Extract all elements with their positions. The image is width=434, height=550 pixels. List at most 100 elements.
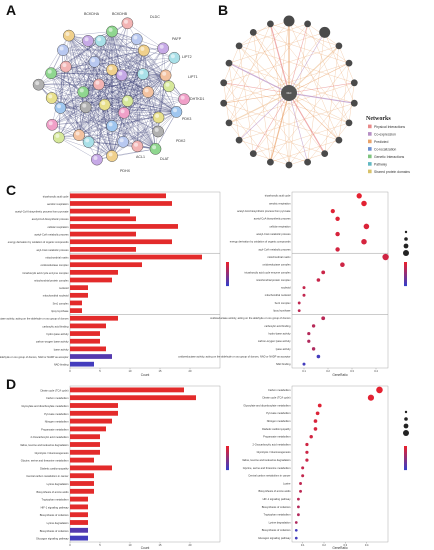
network-edge: [121, 75, 159, 118]
genemania-node: [267, 158, 274, 166]
bar-category-label: mitochondrial nucleoid: [43, 294, 69, 298]
network-edge: [51, 66, 66, 125]
network-edge: [68, 35, 99, 85]
network-node-ball: [91, 153, 103, 166]
network-node-ball: [60, 60, 72, 73]
dot: [311, 324, 316, 328]
bar-category-label: carboxylic acid binding: [42, 324, 69, 328]
network-node-ball: [163, 80, 175, 93]
genemania-edge: [288, 92, 308, 163]
network-edge: [38, 84, 156, 150]
network-node-highlight: [75, 131, 80, 136]
color-scale-segment: [226, 464, 229, 467]
network-edge: [51, 61, 95, 74]
dot-category-label: acetyl-CoA biosynthetic process from pyr…: [237, 209, 291, 213]
network-node-ball: [130, 33, 143, 45]
bar-category-label: energy derivation by oxidation of organi…: [8, 240, 69, 244]
network-edge: [78, 61, 95, 136]
bar-category-label: Glucagon signaling pathway: [36, 537, 69, 541]
genemania-edge: [288, 92, 340, 141]
x-tick-label: 5: [99, 369, 101, 373]
network-node-highlight: [162, 71, 167, 76]
dot-category-label: oxidoreductase complex: [263, 263, 292, 267]
network-node-highlight: [79, 88, 84, 93]
network-node: [118, 107, 130, 119]
network-edge: [85, 107, 113, 157]
network-edge: [51, 73, 99, 85]
bar: [70, 224, 178, 229]
network-node-highlight: [155, 113, 160, 118]
color-scale-segment: [226, 276, 229, 279]
bar: [70, 520, 88, 525]
network-edge: [60, 75, 166, 109]
dot-category-label: Central carbon metabolism in cancer: [248, 474, 290, 478]
network-edge: [104, 73, 144, 105]
bar-category-label: oxidoreductase activity, acting on the a…: [0, 355, 69, 359]
dot: [302, 293, 306, 297]
bar: [70, 193, 166, 199]
dot: [321, 270, 326, 275]
c-bar-chart: tricarboxylic acid cycle aerobic respirat…: [0, 193, 229, 373]
legend-label: Co-expression: [374, 133, 396, 137]
networks-legend: Physical Interactions Co-expression Predic…: [368, 124, 410, 174]
network-node-highlight: [108, 122, 113, 127]
network-node-ball: [106, 64, 118, 76]
dot: [309, 435, 313, 439]
network-edge: [100, 40, 113, 157]
network-edge: [68, 35, 84, 93]
x-tick-label: 20: [189, 369, 192, 373]
bar: [70, 488, 94, 494]
genemania-edge: [228, 92, 290, 124]
network-node-highlight: [119, 138, 124, 143]
network-node: [77, 86, 89, 98]
genemania-node: [220, 79, 228, 87]
dot: [330, 209, 335, 214]
dot: [317, 403, 322, 408]
bar: [70, 403, 118, 408]
panel-letter-c: C: [6, 182, 17, 198]
network-node-highlight: [108, 152, 113, 157]
network-edge: [51, 40, 101, 74]
bar-category-label: acyl-CoA metabolic process: [36, 248, 69, 252]
network-edge: [65, 66, 86, 108]
network-node-highlight: [108, 27, 113, 32]
genemania-nodes: [220, 15, 358, 169]
genemania-node: [283, 15, 295, 27]
network-edge: [78, 91, 149, 136]
network-node-highlight: [180, 95, 185, 100]
genemania-edge: [288, 92, 355, 104]
size-legend-dot: [403, 430, 409, 436]
dot: [361, 238, 367, 245]
dot-category-label: Nitrogen metabolism: [267, 419, 291, 423]
dot: [301, 466, 305, 470]
dot-category-label: lipoyl synthase: [273, 309, 291, 313]
network-node: [73, 129, 85, 141]
network-node: [106, 120, 118, 132]
network-node: [131, 140, 144, 153]
network-node-ball: [168, 52, 181, 64]
color-scale-segment: [226, 278, 229, 281]
dot: [382, 253, 389, 261]
bar-category-label: Lysine degradation: [47, 521, 69, 525]
dot-category-label: Biosynthesis of amino acids: [258, 489, 291, 493]
dot: [305, 450, 309, 454]
network-node: [142, 86, 154, 98]
network-edge: [51, 73, 144, 75]
bar: [70, 442, 100, 447]
network-node-ball: [54, 102, 67, 114]
dot-category-label: Lysine degradation: [269, 520, 291, 524]
genemania-node: [304, 158, 311, 166]
color-scale-segment: [226, 268, 229, 271]
network-node-ball: [106, 150, 118, 162]
genemania-node: [267, 20, 274, 28]
genemania-edge: [288, 45, 340, 94]
dot-category-label: oxidoreductase activity, acting on the a…: [178, 354, 290, 358]
bar-category-label: hydro-lyase activity: [46, 332, 69, 336]
color-scale-segment: [226, 456, 229, 459]
bar: [70, 496, 88, 502]
x-tick-label: 0: [69, 369, 71, 373]
network-node-highlight: [101, 101, 106, 106]
network-edge: [111, 111, 177, 127]
color-scale-segment: [404, 456, 407, 459]
x-tick-label: 0.2: [326, 369, 330, 373]
